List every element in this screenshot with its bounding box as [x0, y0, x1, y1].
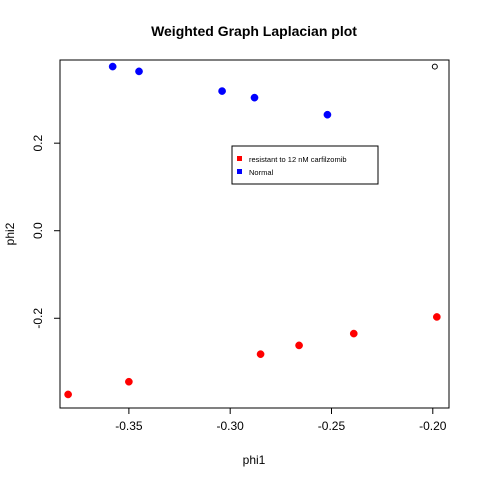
plot-frame	[59, 59, 450, 409]
point-series-1	[135, 67, 143, 76]
point-series-0	[349, 329, 358, 338]
x-tick-label: -0.25	[318, 419, 346, 433]
point-series-1	[218, 87, 226, 95]
legend-label-resistant: resistant to 12 nM carfilzomib	[249, 155, 347, 164]
y-axis: -0.2 0.0 0.2	[31, 135, 60, 329]
legend-box	[231, 145, 379, 185]
point-series-2	[431, 63, 438, 70]
data-points	[64, 62, 441, 399]
legend-swatch-normal	[237, 169, 242, 174]
point-series-1	[323, 110, 332, 119]
point-series-1	[108, 62, 117, 71]
legend-label-normal: Normal	[249, 168, 274, 177]
y-axis-label: phi2	[3, 222, 17, 245]
x-axis: -0.35 -0.30 -0.25 -0.20	[115, 408, 447, 433]
y-tick-label: 0.0	[31, 222, 45, 239]
chart-title: Weighted Graph Laplacian plot	[151, 23, 357, 39]
point-series-0	[432, 313, 441, 321]
x-tick-label: -0.30	[217, 419, 245, 433]
y-tick-label: -0.2	[31, 308, 45, 329]
point-series-0	[125, 377, 133, 386]
point-series-1	[250, 93, 259, 102]
legend: resistant to 12 nM carfilzomib Normal	[231, 145, 379, 185]
x-tick-label: -0.35	[115, 419, 143, 433]
x-tick-label: -0.20	[419, 419, 447, 433]
legend-swatch-resistant	[237, 156, 242, 161]
point-series-0	[295, 341, 303, 350]
y-tick-label: 0.2	[31, 135, 45, 152]
x-axis-label: phi1	[243, 453, 266, 467]
point-series-0	[64, 390, 72, 399]
point-series-0	[256, 350, 265, 359]
